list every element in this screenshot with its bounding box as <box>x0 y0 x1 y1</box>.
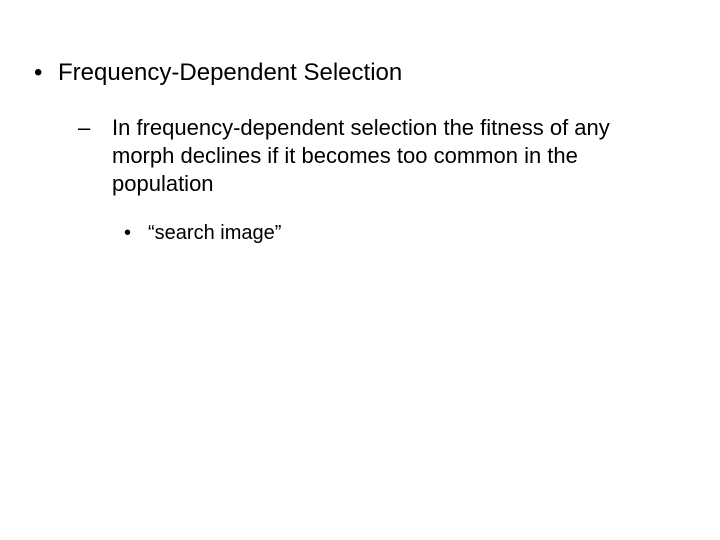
slide: • Frequency-Dependent Selection – In fre… <box>0 0 720 540</box>
bullet-text: “search image” <box>148 220 281 246</box>
bullet-dash-icon: – <box>78 114 112 142</box>
bullet-text: In frequency-dependent selection the fit… <box>112 114 652 198</box>
bullet-level-1: • Frequency-Dependent Selection <box>34 58 686 88</box>
bullet-dot-icon: • <box>34 58 58 88</box>
bullet-level-3: • “search image” <box>124 220 686 246</box>
bullet-level-2: – In frequency-dependent selection the f… <box>78 114 686 198</box>
bullet-text: Frequency-Dependent Selection <box>58 58 402 88</box>
bullet-dot-icon: • <box>124 220 148 246</box>
